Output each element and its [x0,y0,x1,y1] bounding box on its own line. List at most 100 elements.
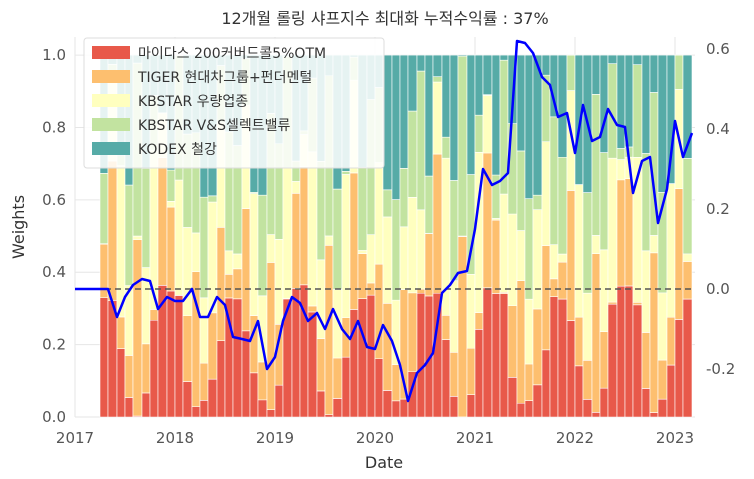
y-tick-label: 0.8 [42,118,66,136]
weight-area-segment [624,178,634,287]
weight-area-segment [324,414,334,418]
weight-area-segment [666,183,676,318]
weight-area-segment [574,184,584,318]
y2-axis-ticks: -0.2 0.0 0.2 0.4 0.6 [706,40,735,378]
weight-area-segment [582,292,593,361]
y-tick-label: 0.6 [42,191,66,209]
weight-area-segment [516,230,526,281]
weight-area-segment [424,54,434,177]
weight-area-segment [649,412,659,418]
weight-area-segment [141,392,151,418]
weight-area-segment [116,348,126,418]
weight-area-segment [616,54,626,149]
weight-area-segment [582,398,593,418]
weight-area-segment [457,55,468,237]
weight-area-segment [474,312,484,330]
weight-area-segment [641,388,651,418]
weight-area-segment [407,110,418,198]
weight-area-segment [382,189,393,218]
weight-area-segment [574,316,584,367]
legend-label: KODEX 철강 [138,142,217,158]
y-tick-label: 0.2 [42,336,66,354]
weight-area-segment [116,165,126,318]
weight-area-segment [141,343,151,394]
x-tick-label: 2017 [56,429,94,447]
y2-tick-label: 0.4 [706,120,730,138]
weight-area-segment [474,54,484,116]
weight-area-segment [291,193,301,289]
weight-area-segment [399,167,409,228]
x-tick-label: 2019 [256,429,294,447]
weight-area-segment [257,194,268,297]
weight-area-segment [391,54,401,200]
weight-area-segment [649,235,659,254]
weight-area-segment [474,329,484,418]
weight-area-segment [432,292,443,418]
weight-area-segment [332,188,343,290]
legend-box [83,37,385,169]
weight-area-segment [391,400,401,418]
weight-area-segment [199,297,209,364]
weight-area-segment [399,398,409,418]
weight-area-segment [399,226,409,291]
weight-area-segment [291,181,301,194]
weight-area-segment [224,250,234,275]
weight-area-segment [466,54,476,175]
weight-area-segment [641,250,651,333]
weight-area-segment [557,298,568,418]
weight-area-segment [241,208,251,332]
weight-area-segment [632,304,643,418]
weight-area-segment [307,311,318,418]
weight-area-segment [407,197,418,294]
weight-area-segment [682,253,693,262]
weight-area-segment [491,219,501,294]
weight-area-segment [266,262,276,410]
weight-area-segment [299,166,309,286]
weight-area-segment [524,198,534,300]
weight-area-segment [266,234,276,263]
weight-area-segment [99,297,109,418]
weight-area-segment [199,196,209,299]
weight-area-segment [516,280,526,404]
weight-area-segment [632,302,643,306]
weight-area-segment [682,158,693,255]
weight-area-segment [166,201,176,208]
weight-area-segment [457,54,468,57]
weight-area-segment [341,356,351,418]
weight-area-segment [674,54,684,90]
weight-area-segment [416,209,426,290]
weight-area-segment [99,172,109,244]
weight-area-segment [591,54,601,95]
weight-area-segment [307,305,318,313]
weight-area-segment [441,339,451,418]
weight-area-segment [149,309,159,321]
weight-area-segment [624,285,634,418]
weight-area-segment [174,179,184,296]
weight-area-segment [616,179,626,287]
weight-area-segment [574,54,584,185]
weight-area-segment [382,390,393,418]
weight-area-segment [416,54,426,72]
weight-area-segment [357,298,368,418]
weight-area-segment [274,239,284,325]
y-axis-ticks: 0.0 0.2 0.4 0.6 0.8 1.0 [42,46,66,426]
weight-area-segment [432,153,443,294]
weight-area-segment [232,268,243,300]
weight-area-segment [424,175,434,234]
weight-area-segment [474,114,484,153]
y2-tick-label: 0.0 [706,280,730,298]
weight-area-segment [674,319,684,418]
weight-area-segment [516,402,526,418]
weight-area-segment [657,54,668,193]
weight-area-segment [316,161,326,261]
weight-area-segment [357,250,368,254]
weight-area-segment [216,227,226,341]
weight-area-segment [524,400,534,418]
legend-label: 마이다스 200커버드콜5%OTM [138,46,326,62]
weight-area-segment [499,193,509,293]
y-tick-label: 0.4 [42,263,66,281]
weight-area-segment [549,278,559,298]
weight-area-segment [132,235,143,240]
weight-area-segment [141,168,151,268]
weight-area-segment [641,153,651,252]
